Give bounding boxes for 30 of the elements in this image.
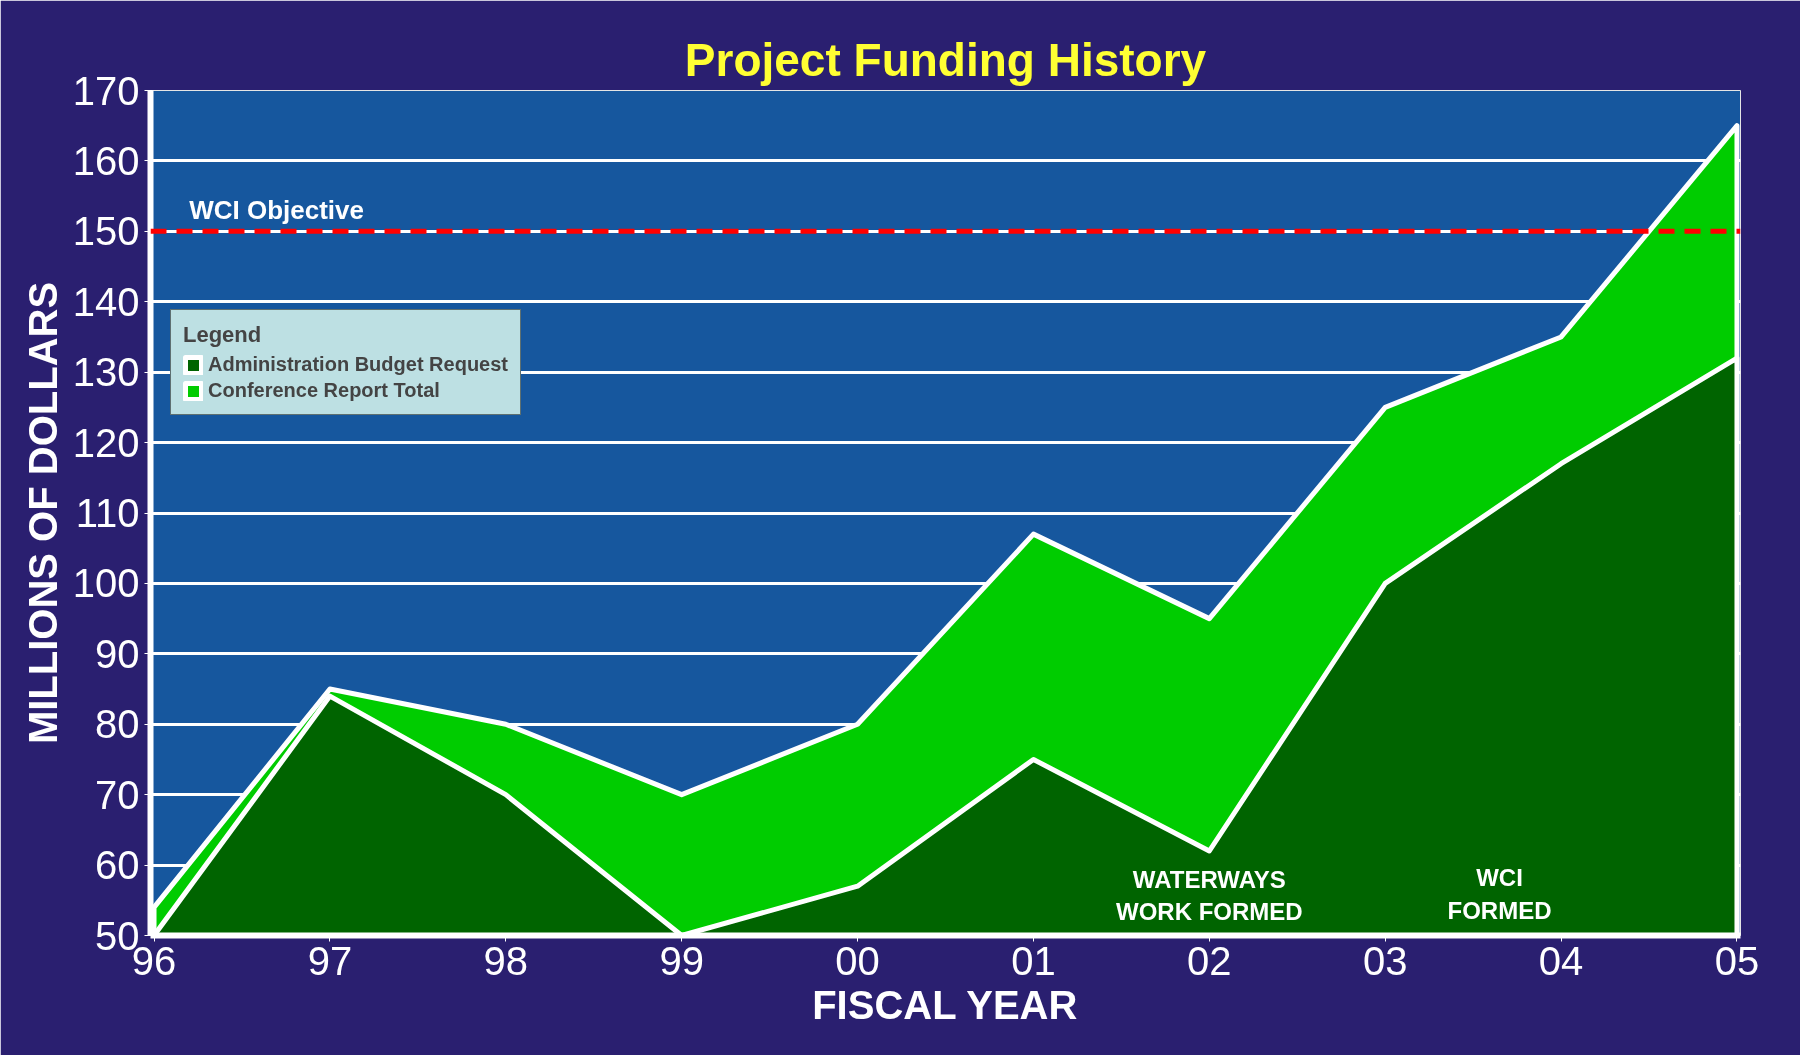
y-tick-label: 90 [95,631,140,676]
y-axis-title: MILLIONS OF DOLLARS [20,281,65,745]
y-tick-label: 70 [95,772,140,817]
y-tick-label: 60 [95,843,140,888]
x-tick-label: 97 [307,938,353,983]
x-tick-label: 98 [483,938,529,983]
x-tick-label: 04 [1538,938,1584,983]
legend-label: Conference Report Total [208,379,440,402]
y-tick-label: 120 [72,420,140,465]
y-tick-label: 130 [72,350,140,395]
chart-title: Project Funding History [684,33,1207,86]
legend-title: Legend [183,322,263,348]
y-tick-label: 170 [72,68,140,113]
x-tick-label: 02 [1187,938,1232,983]
x-axis-title: FISCAL YEAR [812,982,1078,1027]
x-tick-label: 03 [1362,938,1408,983]
annotation: WCI FORMED [1447,864,1552,924]
y-tick-label: 150 [72,209,140,254]
x-tick-label: 00 [835,938,880,983]
y-tick-label: 140 [72,279,140,324]
y-tick-label: 160 [72,138,140,183]
y-tick-label: 100 [72,561,140,606]
ref-line-label: WCI Objective [189,195,365,226]
x-tick-label: 05 [1714,938,1760,983]
x-tick-label: 99 [659,938,704,983]
y-tick-label: 80 [95,702,140,747]
x-tick-label: 01 [1011,938,1056,983]
annotation: WATERWAYS WORK FORMED [1116,865,1303,925]
legend-label: Administration Budget Request [208,353,509,376]
y-tick-label: 110 [75,491,140,535]
